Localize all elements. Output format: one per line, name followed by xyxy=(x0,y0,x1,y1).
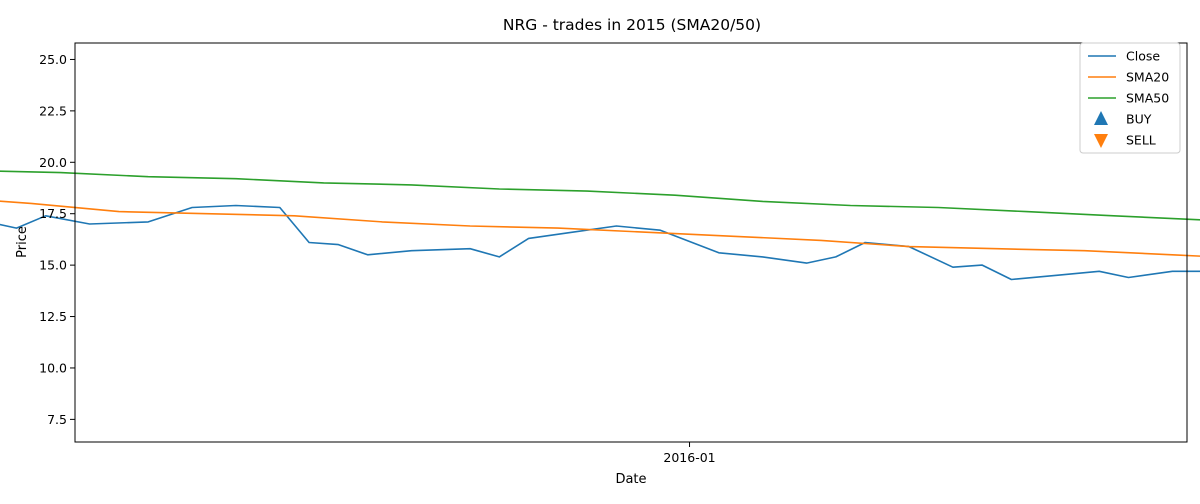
y-tick-label: 22.5 xyxy=(39,103,67,118)
y-tick-label: 17.5 xyxy=(39,206,67,221)
x-axis-ticks: 2015-012015-032015-052015-072015-092015-… xyxy=(663,442,716,465)
legend-swatch-sell xyxy=(1094,134,1108,148)
y-tick-label: 25.0 xyxy=(39,52,67,67)
legend-label-close: Close xyxy=(1126,49,1160,64)
legend-label-sma50: SMA50 xyxy=(1126,91,1169,106)
legend-swatch-buy xyxy=(1094,111,1108,125)
x-tick-label: 2016-01 xyxy=(663,450,715,465)
y-tick-label: 12.5 xyxy=(39,309,67,324)
y-tick-label: 20.0 xyxy=(39,155,67,170)
y-axis-label: Price xyxy=(15,226,30,258)
legend-label-sell: SELL xyxy=(1126,133,1156,148)
legend: Close SMA20 SMA50 BUY SELL xyxy=(1079,42,1181,154)
axes-frame xyxy=(74,42,1188,443)
x-axis-label: Date xyxy=(615,472,646,487)
close-line xyxy=(0,204,1200,281)
legend-box xyxy=(1079,42,1181,154)
y-tick-label: 15.0 xyxy=(39,258,67,273)
y-axis-ticks: 7.5 10.0 12.5 15.0 17.5 20.0 22.5 25.0 xyxy=(39,52,75,427)
legend-label-sma20: SMA20 xyxy=(1126,70,1169,85)
y-tick-label: 7.5 xyxy=(47,412,67,427)
chart-title: NRG - trades in 2015 (SMA20/50) xyxy=(503,16,761,34)
plot-area xyxy=(0,170,1200,281)
legend-label-buy: BUY xyxy=(1126,112,1152,127)
y-tick-label: 10.0 xyxy=(39,360,67,375)
